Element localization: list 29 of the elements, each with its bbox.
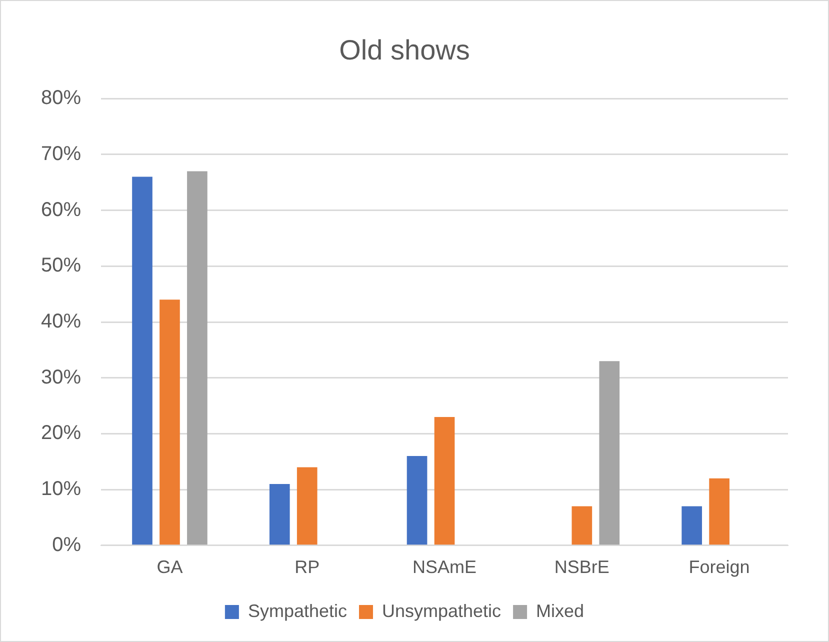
y-tick-label: 0%	[52, 534, 82, 556]
y-tick-label: 10%	[41, 478, 82, 500]
y-tick-label: 70%	[41, 142, 82, 165]
bar	[160, 300, 180, 545]
y-tick-label: 60%	[41, 198, 82, 221]
legend-label: Sympathetic	[248, 600, 347, 621]
x-tick-label: RP	[294, 557, 320, 578]
x-tick-label: NSAmE	[412, 557, 477, 578]
y-tick-label: 40%	[41, 310, 82, 333]
x-tick-label: NSBrE	[554, 557, 610, 578]
bar	[187, 171, 208, 545]
bar	[599, 361, 620, 545]
bar	[132, 176, 152, 545]
bar	[269, 484, 290, 545]
bar	[406, 456, 428, 545]
bar	[572, 506, 592, 545]
bar	[709, 478, 730, 545]
chart-title: Old shows	[339, 34, 470, 66]
y-tick-label: 20%	[41, 422, 82, 444]
y-tick-label: 80%	[41, 87, 82, 110]
y-tick-label: 30%	[41, 366, 82, 388]
bar	[682, 506, 702, 545]
legend-label: Mixed	[536, 600, 584, 621]
x-tick-label: GA	[156, 557, 183, 578]
bar	[296, 467, 318, 545]
x-tick-label: Foreign	[688, 557, 750, 578]
y-tick-label: 50%	[41, 254, 82, 277]
bar	[434, 416, 455, 545]
legend-label: Unsympathetic	[382, 600, 502, 621]
